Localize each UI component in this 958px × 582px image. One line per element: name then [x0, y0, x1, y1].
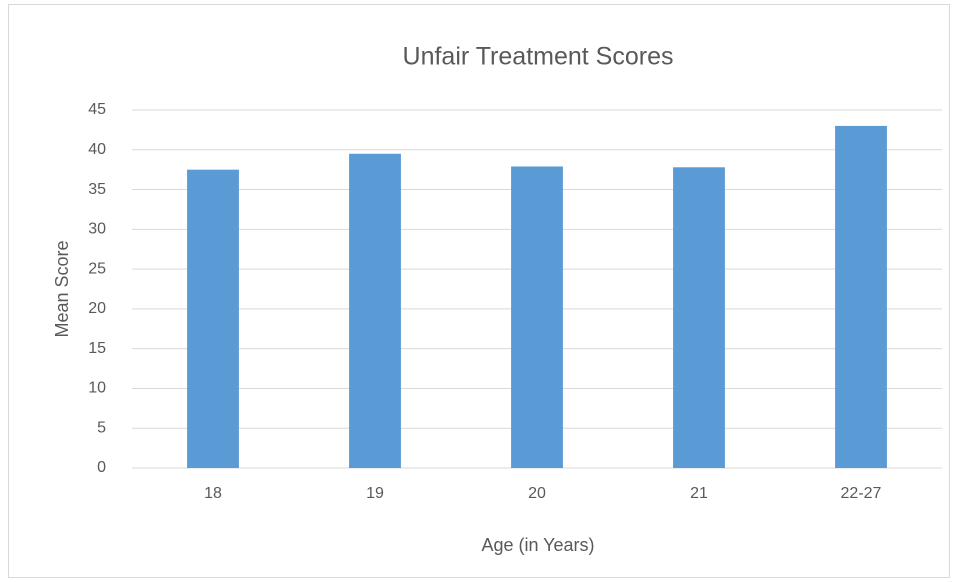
- y-tick-label: 0: [97, 459, 106, 476]
- y-tick-label: 45: [88, 101, 106, 118]
- y-tick-label: 20: [88, 300, 106, 317]
- y-tick-label: 35: [88, 181, 106, 198]
- y-tick-label: 15: [88, 340, 106, 357]
- x-tick-label: 21: [690, 485, 708, 502]
- x-axis-title: Age (in Years): [481, 535, 594, 555]
- y-tick-label: 5: [97, 419, 106, 436]
- chart-border: [8, 4, 950, 578]
- bar: [673, 167, 725, 468]
- x-tick-label: 22-27: [841, 485, 882, 502]
- y-tick-label: 40: [88, 141, 106, 158]
- x-tick-label: 20: [528, 485, 546, 502]
- bar: [835, 125, 887, 469]
- x-tick-label: 19: [366, 485, 384, 502]
- bar: [511, 166, 563, 469]
- chart-title: Unfair Treatment Scores: [403, 43, 674, 71]
- y-tick-label: 10: [88, 380, 106, 397]
- y-tick-label: 25: [88, 260, 106, 277]
- y-tick-label: 30: [88, 221, 106, 238]
- y-axis-title: Mean Score: [52, 240, 72, 337]
- x-tick-label: 18: [204, 485, 222, 502]
- bar: [349, 153, 401, 468]
- bar: [187, 169, 239, 468]
